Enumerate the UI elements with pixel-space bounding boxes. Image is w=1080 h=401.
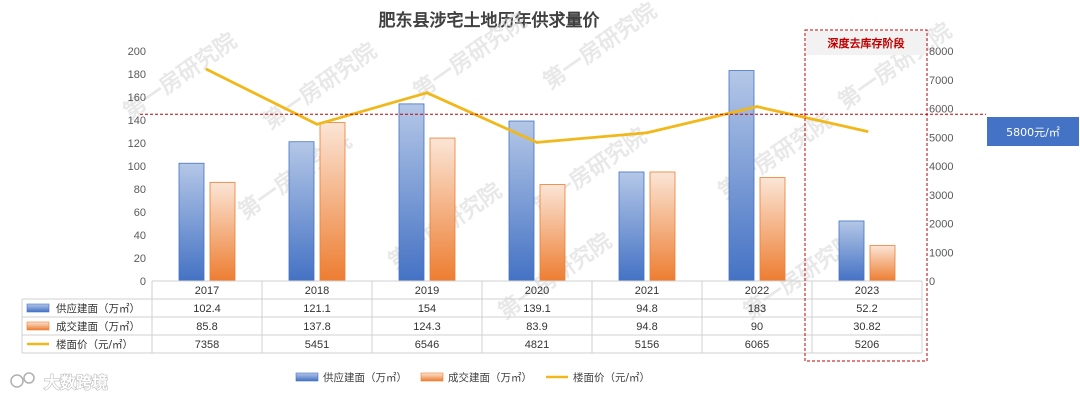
- y-left-tick-160: 160: [128, 92, 146, 104]
- bar-supply-2023: [838, 220, 865, 282]
- bar-supply-2018: [288, 141, 315, 282]
- y-left-tick-180: 180: [128, 69, 146, 81]
- data-label-1-2018: 137.8: [303, 321, 331, 333]
- y-right-tick-3000: 3000: [929, 190, 953, 202]
- bar-deal-2017: [209, 181, 236, 282]
- data-label-0-2019: 154: [418, 303, 436, 315]
- y-left-tick-60: 60: [134, 207, 146, 219]
- data-label-0-2018: 121.1: [303, 303, 331, 315]
- bar-supply-2022: [728, 70, 755, 282]
- data-label-1-2022: 90: [751, 321, 763, 333]
- y-axis-right: 0 1000 2000 3000 4000 5000 6000 7000 8000: [929, 46, 953, 288]
- x-tick-2021: 2021: [635, 285, 659, 297]
- line-series: [205, 67, 869, 144]
- data-label-2-2020: 4821: [525, 339, 549, 351]
- data-table: 2017 2018 2019 2020 2021 2022 2023 供应建面（万㎡） 102.…: [21, 280, 923, 354]
- data-label-0-2020: 139.1: [523, 303, 551, 315]
- legend-label-2: 楼面价（元/㎡）: [573, 371, 650, 384]
- legend-key-1: [420, 372, 444, 382]
- table-row-label-1: 成交建面（万㎡）: [56, 320, 140, 333]
- bar-deal-2018: [319, 122, 346, 282]
- watermark-text-1: 第一房研究院: [259, 38, 382, 135]
- point-price-2023: [865, 129, 869, 133]
- x-tick-2022: 2022: [745, 285, 769, 297]
- point-price-2017: [205, 67, 209, 71]
- bar-series: [178, 70, 896, 282]
- bar-deal-2019: [429, 137, 456, 282]
- bar-supply-2017: [178, 162, 205, 282]
- bar-supply-2021: [618, 171, 645, 282]
- data-label-2-2023: 5206: [855, 339, 879, 351]
- brand-logo-icon: [10, 374, 24, 388]
- data-label-1-2017: 85.8: [196, 321, 217, 333]
- table-key-1: [26, 321, 50, 331]
- highlight-label: 深度去库存阶段: [828, 36, 905, 50]
- y-left-tick-80: 80: [134, 184, 146, 196]
- legend-label-1: 成交建面（万㎡）: [448, 371, 532, 384]
- table-row-label-2: 楼面价（元/㎡）: [56, 338, 133, 351]
- chart-title: 肥东县涉宅土地历年供求量价: [379, 10, 601, 31]
- y-left-tick-140: 140: [128, 115, 146, 127]
- data-label-0-2017: 102.4: [193, 303, 221, 315]
- brand-logo-icon-2: [23, 372, 35, 384]
- table-row-label-0: 供应建面（万㎡）: [56, 302, 140, 315]
- point-price-2022: [755, 105, 759, 109]
- point-price-2021: [645, 131, 649, 135]
- data-label-2-2018: 5451: [305, 339, 329, 351]
- y-right-tick-6000: 6000: [929, 104, 953, 116]
- bar-deal-2020: [539, 184, 566, 282]
- y-axis-left: 0 20 40 60 80 100 120 140 160 180 200: [128, 46, 146, 288]
- point-price-2018: [315, 122, 319, 126]
- point-price-2020: [535, 140, 539, 144]
- y-right-tick-8000: 8000: [929, 46, 953, 58]
- highlight-label-bg: [806, 31, 926, 55]
- y-right-tick-5000: 5000: [929, 132, 953, 144]
- x-tick-2019: 2019: [415, 285, 439, 297]
- reference-callout: 5800元/㎡: [987, 117, 1079, 146]
- data-label-2-2021: 5156: [635, 339, 659, 351]
- y-right-tick-0: 0: [929, 276, 935, 288]
- bar-supply-2019: [398, 103, 425, 282]
- data-label-0-2021: 94.8: [636, 303, 657, 315]
- y-right-tick-2000: 2000: [929, 219, 953, 231]
- y-right-tick-1000: 1000: [929, 247, 953, 259]
- y-left-tick-20: 20: [134, 253, 146, 265]
- point-price-2019: [425, 91, 429, 95]
- data-label-0-2022: 183: [748, 303, 766, 315]
- brand-logo: 大数跨境: [10, 372, 109, 393]
- x-tick-2018: 2018: [305, 285, 329, 297]
- y-left-tick-200: 200: [128, 46, 146, 58]
- highlight-frame: [804, 29, 928, 362]
- bar-deal-2023: [869, 245, 896, 282]
- bar-deal-2021: [649, 171, 676, 282]
- data-label-1-2019: 124.3: [413, 321, 441, 333]
- data-label-1-2023: 30.82: [853, 321, 881, 333]
- x-tick-2020: 2020: [525, 285, 549, 297]
- data-label-2-2022: 6065: [745, 339, 769, 351]
- data-label-2-2017: 7358: [195, 339, 219, 351]
- x-tick-2017: 2017: [195, 285, 219, 297]
- brand-name: 大数跨境: [44, 373, 108, 392]
- y-left-tick-40: 40: [134, 230, 146, 242]
- y-right-tick-7000: 7000: [929, 75, 953, 87]
- legend-label-0: 供应建面（万㎡）: [323, 371, 407, 384]
- legend: 供应建面（万㎡） 成交建面（万㎡） 楼面价（元/㎡）: [295, 371, 650, 384]
- bar-supply-2020: [508, 120, 535, 282]
- data-label-1-2020: 83.9: [526, 321, 547, 333]
- y-right-tick-4000: 4000: [929, 161, 953, 173]
- data-label-2-2019: 6546: [415, 339, 439, 351]
- y-left-tick-100: 100: [128, 161, 146, 173]
- data-label-0-2023: 52.2: [856, 303, 877, 315]
- data-label-1-2021: 94.8: [636, 321, 657, 333]
- y-left-tick-0: 0: [140, 276, 146, 288]
- y-left-tick-120: 120: [128, 138, 146, 150]
- bar-deal-2022: [759, 177, 786, 282]
- highlight-box: 深度去库存阶段: [804, 29, 928, 362]
- legend-key-0: [295, 372, 319, 382]
- x-tick-2023: 2023: [855, 285, 879, 297]
- table-key-0: [26, 303, 50, 313]
